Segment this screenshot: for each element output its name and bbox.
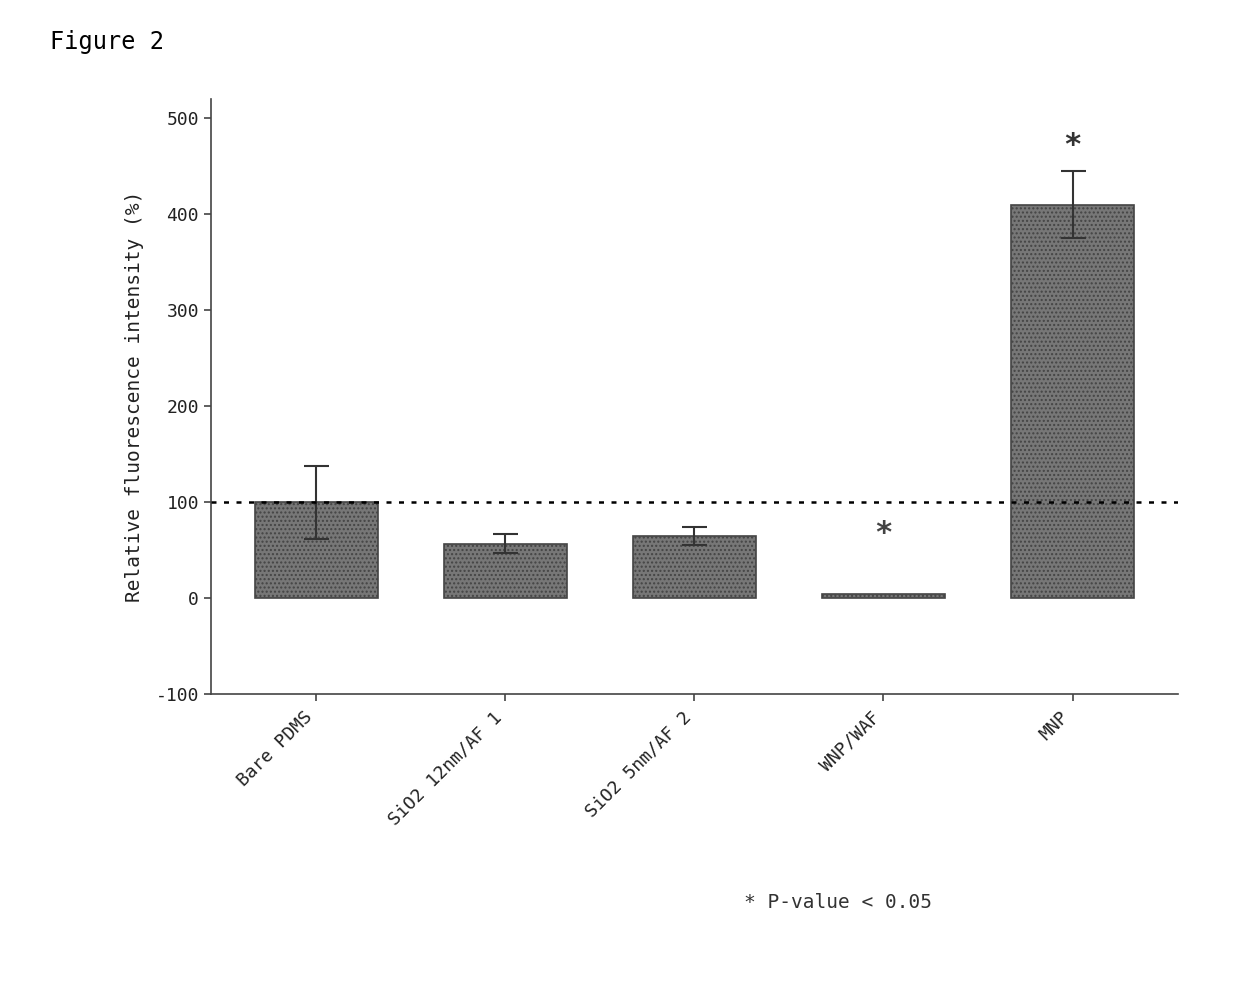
Text: *: * xyxy=(874,520,893,549)
Y-axis label: Relative fluorescence intensity (%): Relative fluorescence intensity (%) xyxy=(125,191,144,602)
Bar xyxy=(1011,204,1135,598)
Text: *: * xyxy=(1064,131,1081,160)
Bar xyxy=(444,544,567,598)
Bar xyxy=(254,502,378,598)
Bar xyxy=(632,536,756,598)
Text: * P-value < 0.05: * P-value < 0.05 xyxy=(744,893,932,912)
Bar xyxy=(822,593,945,598)
Text: Figure 2: Figure 2 xyxy=(50,30,164,54)
